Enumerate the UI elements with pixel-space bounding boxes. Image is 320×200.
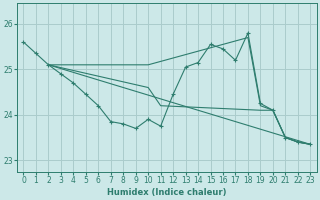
X-axis label: Humidex (Indice chaleur): Humidex (Indice chaleur): [107, 188, 227, 197]
